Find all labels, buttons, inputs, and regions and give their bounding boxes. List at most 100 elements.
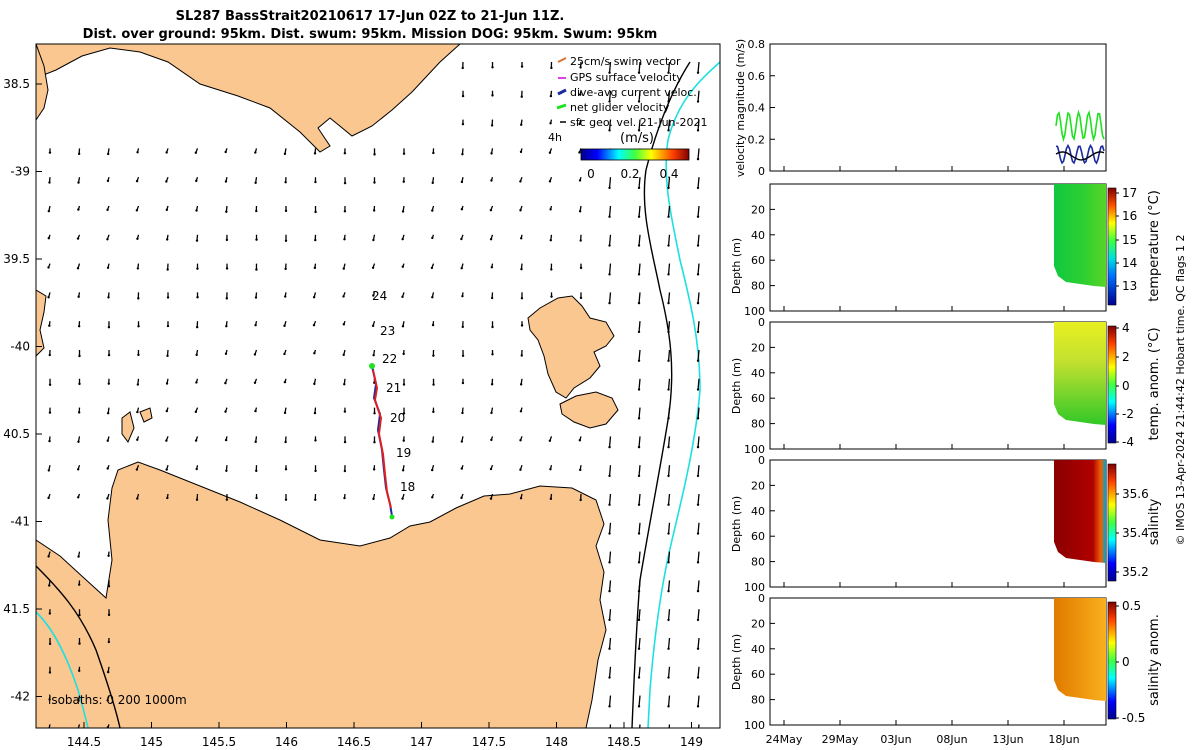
velocity-arrow-head [342, 353, 345, 357]
velocity-arrow-head [254, 323, 257, 327]
velocity-arrow-head [667, 647, 670, 650]
velocity-arrow-head [696, 244, 700, 247]
ytick-label: 0.4 [748, 102, 766, 115]
velocity-arrow [638, 580, 641, 592]
ytick-label: 20 [751, 341, 765, 354]
velocity-arrow [638, 637, 641, 649]
colorbar-tick-label: 35.6 [1122, 487, 1149, 501]
day-label: 19 [396, 446, 411, 460]
velocity-arrow-head [549, 497, 553, 501]
velocity-arrow-head [696, 589, 700, 593]
velocity-arrow-head [373, 412, 376, 415]
velocity-arrow-head [284, 209, 288, 213]
legend-label: sfc geo. vel. 21-Jun-2021 [570, 116, 707, 129]
velocity-arrow [697, 609, 700, 620]
velocity-arrow-head [490, 438, 493, 442]
ytick-label: 60 [751, 392, 765, 405]
velocity-arrow-head [195, 209, 198, 212]
panel-frame [769, 183, 1107, 312]
velocity-arrow-head [489, 497, 493, 500]
velocity-arrow-head [314, 469, 317, 473]
velocity-arrow-head [608, 71, 611, 74]
day-label: 24 [372, 289, 387, 303]
velocity-arrow-head [402, 383, 406, 386]
velocity-arrow-head [637, 273, 641, 276]
velocity-arrow [667, 637, 671, 649]
velocity-panel: velocity magnitude (m/s) 0 0.2 0.4 0.6 0.8 [734, 38, 1107, 178]
ytick-label: 60 [751, 530, 765, 543]
velocity-arrow-head [460, 237, 463, 241]
day-labels: 24 23 22 21 20 19 18 [372, 289, 415, 494]
velocity-arrow-head [401, 325, 405, 328]
velocity-arrow-head [520, 65, 524, 68]
legend-label: GPS surface velocity [570, 71, 683, 84]
velocity-arrow-head [284, 239, 288, 242]
legend-swatch-dive [557, 88, 567, 96]
panel-ylabel: Depth (m) [730, 496, 743, 552]
ytick-label: 0.2 [748, 133, 766, 146]
lon-tick-label: 147 [410, 735, 433, 749]
ytick-label: 40 [751, 367, 765, 380]
velocity-arrow-head [608, 532, 611, 535]
velocity-arrow-head [431, 496, 434, 499]
colorbar-tick: 0 [587, 167, 595, 181]
panel-ylabel: Depth (m) [730, 358, 743, 414]
velocity-arrow-head [431, 323, 435, 327]
velocity-arrow-head [608, 244, 611, 247]
land-small-island [139, 407, 153, 423]
velocity-arrow-head [106, 670, 110, 674]
velocity-arrow [697, 493, 700, 505]
velocity-arrow-head [255, 496, 258, 500]
panel-frame [769, 459, 1107, 588]
velocity-arrow [608, 580, 612, 592]
velocity-arrow-head [608, 445, 611, 449]
velocity-arrow-head [579, 93, 582, 96]
time-tick-label: 24May [766, 733, 803, 746]
velocity-arrow-head [48, 353, 51, 357]
velocity-arrow [697, 292, 700, 304]
velocity-arrow [638, 551, 641, 563]
velocity-arrow-head [696, 647, 700, 650]
velocity-arrow-head [224, 381, 227, 385]
velocity-arrow-head [195, 467, 198, 471]
isobath-200m [36, 565, 121, 728]
isobaths-label: isobaths: 0 200 1000m [48, 693, 187, 707]
velocity-arrow-head [461, 411, 464, 415]
velocity-arrow-head [165, 208, 169, 212]
velocity-arrow-head [225, 267, 229, 270]
velocity-arrow-head [489, 467, 493, 471]
velocity-arrow-head [254, 296, 258, 299]
day-label: 21 [386, 381, 401, 395]
velocity-arrow-head [314, 498, 317, 501]
velocity-arrow-head [401, 210, 405, 213]
velocity-arrow [638, 493, 641, 505]
velocity-arrow-head [195, 381, 198, 384]
land-wilsons [36, 44, 49, 121]
velocity-arrow [638, 522, 641, 534]
legend-label: 25cm/s swim vector [570, 55, 681, 68]
velocity-arrow-head [136, 383, 140, 386]
velocity-arrow [608, 695, 612, 707]
lat-axis: 38.5 -39 39.5 -40 40.5 -41 41.5 -42 [3, 77, 42, 704]
velocity-arrow-head [107, 613, 111, 617]
velocity-arrow [608, 90, 612, 102]
ytick-label: 80 [751, 556, 765, 569]
panel-yticks: 0 20 40 60 80 100 [744, 592, 775, 732]
velocity-arrow-head [402, 412, 406, 415]
isobath-1000m [36, 611, 89, 728]
velocity-arrow-head [432, 383, 435, 386]
velocity-arrow-head [343, 496, 346, 500]
velocity-arrow-head [490, 179, 493, 182]
velocity-arrow-head [107, 554, 110, 557]
velocity-arrow-head [314, 210, 317, 214]
velocity-arrow-head [343, 152, 347, 155]
velocity-arrow-head [696, 100, 700, 103]
velocity-arrow-head [461, 294, 464, 298]
velocity-arrow-head [637, 244, 641, 247]
velocity-arrow-head [106, 439, 109, 442]
velocity-arrow-head [225, 210, 228, 213]
velocity-arrow-head [490, 124, 494, 127]
time-tick-label: 03Jun [880, 733, 911, 746]
legend-swatch-swim [557, 57, 567, 63]
velocity-arrow-head [520, 123, 523, 126]
